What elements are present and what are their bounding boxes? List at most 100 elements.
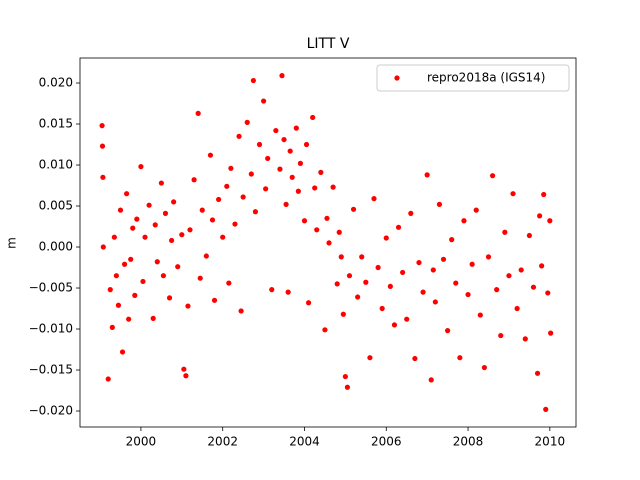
data-point	[342, 373, 348, 380]
data-point	[113, 273, 119, 279]
data-point	[359, 254, 365, 260]
data-point	[279, 73, 285, 79]
data-point	[502, 229, 508, 235]
data-point	[130, 225, 136, 231]
data-point	[181, 366, 187, 372]
y-axis-label: m	[5, 237, 19, 249]
data-point	[494, 287, 500, 293]
data-point	[252, 209, 259, 215]
data-point	[269, 287, 275, 293]
data-point	[191, 177, 197, 183]
data-point	[346, 273, 353, 279]
data-point	[334, 281, 340, 287]
data-point	[154, 259, 160, 265]
legend-box	[376, 64, 570, 92]
data-point	[420, 289, 426, 295]
data-point	[250, 77, 256, 84]
data-point	[226, 280, 232, 286]
x-tick-label: 2010	[535, 435, 566, 449]
data-point	[199, 207, 205, 213]
data-point	[134, 216, 140, 222]
data-point	[124, 191, 130, 197]
data-point	[461, 218, 467, 224]
data-point	[160, 273, 167, 279]
data-point	[440, 256, 447, 262]
x-tick-label: 2000	[126, 435, 157, 449]
data-point	[548, 330, 554, 336]
data-point	[265, 155, 271, 162]
data-point	[473, 207, 479, 213]
data-point	[248, 171, 254, 177]
data-point	[203, 253, 209, 259]
data-point	[485, 254, 492, 260]
data-point	[412, 355, 418, 362]
data-point	[187, 227, 193, 233]
data-point	[545, 290, 551, 296]
data-point	[404, 316, 410, 322]
data-point	[350, 206, 357, 212]
data-point	[287, 148, 293, 154]
data-point	[510, 191, 516, 197]
x-tick-label: 2004	[289, 435, 320, 449]
data-point	[387, 283, 393, 289]
data-point	[236, 133, 242, 139]
y-tick-label: −0.010	[29, 322, 73, 336]
data-point	[453, 280, 459, 286]
data-point	[166, 295, 173, 301]
data-point	[175, 264, 181, 270]
data-point	[128, 256, 134, 262]
legend-label: repro2018a (IGS14)	[427, 71, 545, 85]
data-point	[277, 166, 283, 172]
data-point	[146, 202, 152, 208]
x-tick-label: 2008	[453, 435, 484, 449]
chart-title: LITT V	[307, 36, 350, 52]
data-point	[424, 172, 430, 178]
data-point	[522, 336, 528, 342]
data-point	[537, 213, 543, 219]
y-tick-label: 0.005	[39, 199, 73, 213]
data-point	[109, 324, 115, 330]
data-point	[539, 263, 545, 269]
data-point	[518, 267, 524, 273]
data-point	[132, 292, 138, 298]
data-point	[238, 308, 244, 314]
data-point	[344, 384, 351, 390]
data-point	[256, 141, 263, 148]
data-point	[179, 232, 185, 238]
data-point	[99, 123, 105, 129]
data-point	[244, 119, 250, 125]
legend-marker	[394, 75, 400, 81]
data-point	[119, 349, 126, 355]
data-point	[355, 294, 361, 300]
data-point	[445, 328, 451, 334]
data-point	[197, 275, 203, 281]
data-point	[534, 370, 541, 376]
data-point	[318, 169, 324, 175]
data-point	[449, 237, 455, 243]
data-point	[303, 141, 310, 148]
data-point	[408, 210, 414, 216]
data-point	[293, 125, 299, 131]
data-point	[105, 376, 111, 382]
data-point	[322, 327, 328, 333]
data-point	[240, 194, 246, 200]
data-point	[171, 199, 177, 205]
data-point	[150, 315, 156, 321]
data-point	[263, 186, 269, 192]
data-point	[363, 279, 369, 285]
data-point	[285, 289, 291, 295]
data-point	[260, 98, 267, 104]
data-point	[336, 229, 342, 235]
data-point	[498, 332, 504, 339]
data-point	[295, 188, 301, 194]
legend: repro2018a (IGS14)	[376, 64, 570, 92]
data-point	[228, 165, 234, 171]
data-point	[477, 312, 483, 318]
y-tick-label: 0.015	[39, 117, 73, 131]
data-point	[436, 201, 443, 207]
data-point	[338, 254, 344, 260]
data-point	[142, 234, 148, 240]
y-tick-label: −0.015	[29, 363, 73, 377]
data-point	[489, 173, 496, 179]
y-tick-label: 0.000	[39, 240, 73, 254]
